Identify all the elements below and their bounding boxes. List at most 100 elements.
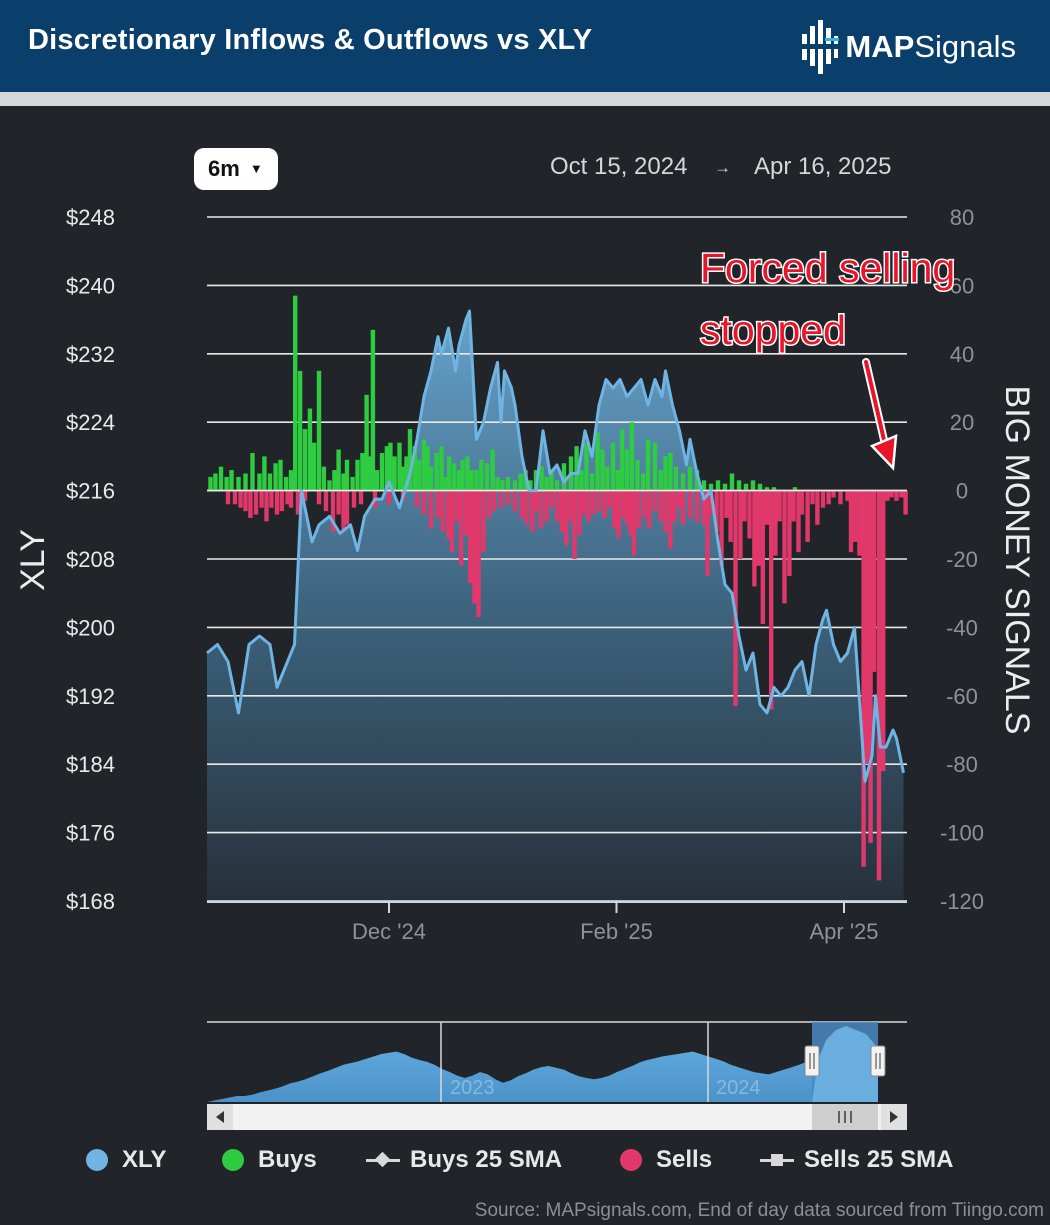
sell-bar [820, 490, 826, 508]
sell-bar [463, 490, 469, 536]
square-line-icon [760, 1149, 794, 1171]
buy-bar [561, 463, 567, 491]
buy-bar [344, 459, 350, 491]
buy-bar [243, 473, 248, 491]
sell-bar [868, 490, 873, 843]
diamond-line-icon [366, 1149, 400, 1171]
source-note: Source: MAPsignals.com, End of day data … [474, 1200, 1044, 1221]
sell-bar [826, 490, 831, 505]
sell-bar [253, 490, 259, 515]
right-axis-title: BIG MONEY SIGNALS [998, 386, 1036, 735]
sell-bar [476, 490, 481, 618]
sell-bar [563, 490, 569, 546]
buy-bar [311, 442, 317, 491]
buy-bar [288, 470, 294, 491]
chevron-right-icon [890, 1111, 898, 1123]
sell-bar [889, 490, 894, 498]
sell-bar [881, 490, 886, 772]
sell-bar [505, 490, 511, 505]
sell-bar [701, 490, 707, 525]
sell-bar [358, 490, 364, 505]
buy-bar [397, 442, 402, 491]
buy-bar [293, 295, 298, 491]
sell-bar [719, 490, 724, 566]
buy-bar [360, 452, 365, 491]
navigator-year-label: 2024 [716, 1077, 761, 1099]
legend-item-xly[interactable]: XLY [86, 1140, 166, 1180]
legend-label-buys-sma: Buys 25 SMA [410, 1146, 563, 1173]
sell-bar [421, 490, 427, 515]
sell-bar [848, 490, 854, 553]
left-tick-label: $248 [66, 205, 115, 230]
buy-bar [595, 432, 600, 491]
buy-bar [229, 470, 234, 491]
annotation-arrow-shaft [864, 360, 886, 442]
sell-bar [232, 490, 238, 505]
right-tick-label: 0 [956, 479, 968, 504]
sell-bar [663, 490, 668, 532]
buy-bar [584, 442, 589, 491]
right-tick-label: 60 [950, 273, 974, 298]
left-tick-label: $208 [66, 547, 115, 572]
xly-area [207, 311, 904, 901]
buy-bar [645, 439, 651, 491]
legend-dot-sells [620, 1149, 642, 1171]
buy-bar [421, 439, 427, 491]
start-date[interactable]: Oct 15, 2024 [550, 153, 688, 180]
sell-bar [805, 490, 810, 542]
sell-bar [796, 490, 801, 553]
x-tick-label: Dec '24 [352, 919, 426, 944]
sell-bar [742, 490, 747, 522]
sell-bar [440, 490, 446, 532]
sell-bar [302, 490, 308, 501]
sell-bar [764, 490, 770, 525]
sell-bar [733, 490, 738, 707]
sell-bar [238, 490, 243, 508]
navigator-handle [870, 1045, 886, 1077]
buy-bar [792, 487, 798, 491]
buy-bar [307, 408, 313, 491]
sell-bar [769, 490, 774, 710]
sell-bar [351, 490, 357, 508]
sell-bar [853, 490, 858, 542]
end-date[interactable]: Apr 16, 2025 [754, 153, 892, 180]
buy-bar [425, 446, 430, 491]
legend-item-buys[interactable]: Buys [222, 1140, 317, 1180]
buy-bar [439, 446, 444, 491]
navigator-year-label: 2023 [450, 1077, 495, 1099]
buy-bar [316, 370, 322, 491]
legend-item-sells[interactable]: Sells [620, 1140, 712, 1180]
sell-bar [386, 490, 392, 505]
sell-bar [652, 490, 658, 512]
buy-bar [544, 476, 549, 491]
legend-label-sells-sma: Sells 25 SMA [804, 1146, 954, 1173]
sell-bar [799, 490, 805, 515]
right-tick-label: -100 [940, 821, 984, 846]
sell-bar [449, 490, 455, 553]
sell-bar [446, 490, 451, 539]
sell-bar [279, 490, 285, 512]
buy-bar [456, 470, 462, 491]
sell-bar [857, 490, 862, 556]
legend-item-buys-sma[interactable]: Buys 25 SMA [366, 1140, 562, 1180]
buy-bar [479, 459, 484, 491]
buy-bar [442, 476, 448, 491]
sell-bar [572, 490, 577, 559]
range-selector[interactable]: 6m ▼ [194, 148, 278, 190]
buy-bar [302, 429, 308, 491]
sell-bar [899, 490, 904, 498]
buy-bar [257, 473, 262, 491]
sell-bar [668, 490, 673, 549]
arrow-right-icon: → [714, 158, 731, 177]
legend-item-sells-sma[interactable]: Sells 25 SMA [760, 1140, 953, 1180]
sell-bar [871, 490, 877, 672]
range-label: 6m [208, 156, 240, 181]
sell-bar [596, 490, 602, 512]
sell-bar [756, 490, 761, 566]
buy-bar [374, 470, 380, 491]
sell-bar [591, 490, 596, 515]
buy-bar [283, 476, 289, 491]
legend-dot-xly [86, 1149, 108, 1171]
buy-bar [350, 476, 355, 491]
